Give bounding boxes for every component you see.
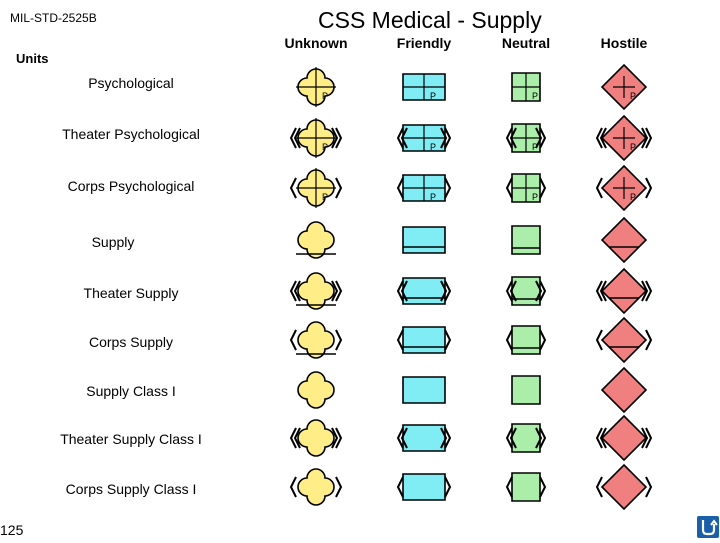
page-title: CSS Medical - Supply xyxy=(318,7,542,33)
column-header-hostile: Hostile xyxy=(600,35,648,51)
symbol-unknown xyxy=(289,272,343,310)
row-label-theater-psychological: Theater Psychological xyxy=(62,126,200,142)
symbol-friendly xyxy=(396,277,452,305)
document-id: MIL-STD-2525B xyxy=(10,11,97,25)
symbol-letter: P xyxy=(630,142,636,152)
symbol-hostile: P xyxy=(595,164,653,212)
symbol-letter: P xyxy=(532,192,538,202)
symbol-letter: P xyxy=(630,91,636,101)
symbol-neutral: P xyxy=(505,173,547,203)
symbol-letter: P xyxy=(430,91,436,101)
symbol-hostile xyxy=(600,216,648,264)
symbol-letter: P xyxy=(430,192,436,202)
column-header-unknown: Unknown xyxy=(284,35,348,51)
symbol-neutral xyxy=(511,375,541,405)
row-label-supply: Supply xyxy=(91,234,135,250)
symbol-letter: P xyxy=(630,192,636,202)
symbol-unknown: P xyxy=(289,168,343,208)
symbol-neutral xyxy=(511,225,541,255)
page-number: 125 xyxy=(0,522,24,538)
symbol-neutral: P xyxy=(511,72,541,102)
symbol-neutral xyxy=(505,276,547,306)
row-label-corps-supply: Corps Supply xyxy=(88,334,174,350)
symbol-friendly xyxy=(396,424,452,452)
symbol-letter: P xyxy=(430,142,436,152)
symbol-hostile: P xyxy=(595,114,653,162)
row-label-supply-class-1: Supply Class I xyxy=(86,383,176,399)
symbol-letter: P xyxy=(322,192,328,202)
symbol-unknown xyxy=(289,419,343,457)
symbol-neutral: P xyxy=(505,123,547,153)
symbol-letter: P xyxy=(532,142,538,152)
symbol-hostile: P xyxy=(600,63,648,111)
symbol-neutral xyxy=(505,423,547,453)
symbol-friendly xyxy=(402,376,446,404)
symbol-unknown: P xyxy=(289,118,343,158)
symbol-hostile xyxy=(595,463,653,511)
home-return-icon xyxy=(701,519,718,536)
row-label-theater-supply: Theater Supply xyxy=(83,285,179,301)
symbol-unknown xyxy=(289,321,343,359)
home-return-button[interactable] xyxy=(697,516,719,538)
symbol-letter: P xyxy=(322,142,328,152)
column-header-friendly: Friendly xyxy=(396,35,452,51)
symbol-hostile xyxy=(600,366,648,414)
symbol-neutral xyxy=(505,325,547,355)
symbol-unknown xyxy=(296,221,336,259)
symbol-hostile xyxy=(595,316,653,364)
symbol-unknown xyxy=(297,371,335,409)
section-label-units: Units xyxy=(16,51,49,66)
symbol-letter: P xyxy=(322,91,328,101)
row-label-corps-supply-class-1: Corps Supply Class I xyxy=(65,481,197,497)
symbol-letter: P xyxy=(532,91,538,101)
symbol-hostile xyxy=(595,414,653,462)
symbol-friendly xyxy=(396,326,452,354)
symbol-friendly: P xyxy=(396,124,452,152)
row-label-corps-psychological: Corps Psychological xyxy=(67,178,195,194)
symbol-friendly: P xyxy=(396,174,452,202)
row-label-theater-supply-class-1: Theater Supply Class I xyxy=(60,431,202,447)
symbol-friendly: P xyxy=(402,73,446,101)
symbol-unknown: P xyxy=(296,67,336,107)
symbol-friendly xyxy=(402,226,446,254)
column-header-neutral: Neutral xyxy=(501,35,551,51)
row-label-psychological: Psychological xyxy=(88,75,174,91)
symbol-friendly xyxy=(396,473,452,501)
symbol-unknown xyxy=(289,468,343,506)
symbol-hostile xyxy=(595,267,653,315)
symbol-neutral xyxy=(505,472,547,502)
